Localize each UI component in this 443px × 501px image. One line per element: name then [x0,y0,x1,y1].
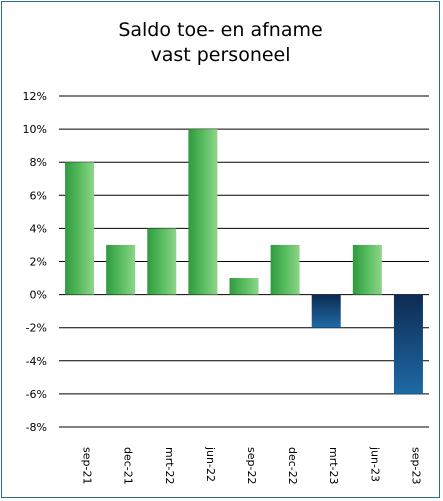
y-tick-label: -6% [26,388,47,401]
bars [65,129,423,394]
x-tick-label: dec-22 [286,447,299,485]
y-tick-label: 6% [30,189,47,202]
bar-sep-21 [65,162,95,295]
x-tick-label: sep-21 [81,447,94,484]
y-tick-label: 2% [30,256,47,269]
y-tick-label: -4% [26,355,47,368]
x-tick-label: sep-22 [245,447,258,484]
x-axis-tick-labels: sep-21 dec-21 mrt-22 jun-22 sep-22 dec-22 mrt-… [81,446,423,485]
y-axis-tick-labels: 12% 10% 8% 6% 4% 2% 0% -2% -4% -6% -8% [23,90,47,434]
bar-mrt-22 [147,228,177,295]
bar-mrt-23 [311,294,341,328]
x-tick-label: jun-22 [204,446,217,482]
bar-jun-23 [352,244,382,295]
y-tick-label: 8% [30,156,47,169]
y-tick-label: 4% [30,222,47,235]
y-tick-label: 12% [23,90,47,103]
y-tick-label: 0% [30,289,47,302]
bar-sep-23 [393,294,423,394]
x-tick-label: mrt-23 [327,447,340,485]
bar-dec-21 [106,244,136,295]
x-tick-label: dec-21 [122,447,135,485]
chart-title: Saldo toe- en afname vast personeel [2,18,439,68]
x-tick-label: sep-23 [409,447,422,484]
chart-title-line-2: vast personeel [150,44,291,66]
y-tick-label: -8% [26,421,47,434]
bar-dec-22 [270,244,300,295]
x-tick-label: mrt-22 [163,447,176,485]
y-tick-label: 10% [23,123,47,136]
y-tick-label: -2% [26,322,47,335]
bar-jun-22 [188,129,218,295]
chart-title-line-1: Saldo toe- en afname [118,19,323,41]
x-tick-label: jun-23 [368,446,381,482]
bar-sep-22 [229,278,259,295]
